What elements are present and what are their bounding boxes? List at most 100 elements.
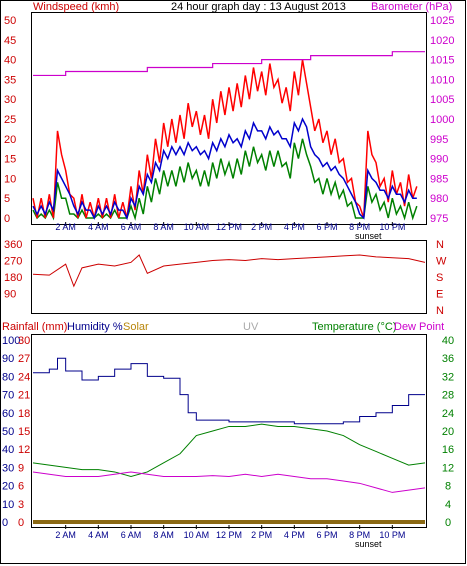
humidity-axes: 0102030405060708090100036912151821242730… [2, 335, 454, 529]
rainfall-ytick-label: 21 [18, 390, 30, 402]
x-tick-label: 6 PM [316, 530, 337, 540]
humidity-panel-frame [31, 334, 427, 528]
dewpoint-line [32, 471, 426, 493]
barometer-ytick-label: 990 [430, 154, 448, 166]
temperature-ytick-label: 32 [442, 371, 454, 383]
temperature-ytick-label: 4 [445, 499, 451, 511]
wind-lull-line [32, 138, 418, 221]
barometer-ytick-label: 1000 [430, 114, 454, 126]
direction-series [32, 254, 426, 288]
wind-ytick-label: 45 [4, 35, 16, 47]
rainfall-ytick-label: 15 [18, 426, 30, 438]
x-ticks-bottom: 2 AM 4 AM 6 AM 8 AM 10 AM 12 PM 2 PM 4 PM 6 PM 8 … [55, 525, 405, 540]
barometer-ytick-label: 1015 [430, 55, 454, 67]
wind-ytick-label: 10 [4, 173, 16, 185]
rainfall-ytick-label: 27 [18, 353, 30, 365]
rainfall-bar [33, 520, 425, 524]
wind-ytick-label: 35 [4, 74, 16, 86]
barometer-ytick-label: 975 [430, 213, 448, 225]
compass-label: S [436, 272, 443, 284]
barometer-line [33, 51, 425, 77]
wind-ytick-label: 25 [4, 114, 16, 126]
rainfall-ytick-label: 3 [18, 499, 24, 511]
direction-panel-frame [31, 240, 427, 314]
x-tick-label: 10 AM [184, 222, 210, 232]
humidity-ytick-label: 20 [2, 481, 14, 493]
wind-ytick-label: 30 [4, 94, 16, 106]
x-tick-label: 2 AM [55, 530, 76, 540]
barometer-ytick-label: 985 [430, 173, 448, 185]
x-tick-label: 8 PM [349, 222, 370, 232]
rainfall-ytick-label: 12 [18, 444, 30, 456]
direction-ytick-label: 270 [4, 256, 22, 268]
x-tick-label: 2 PM [251, 530, 272, 540]
x-tick-label: 2 AM [55, 222, 76, 232]
solar-label: Solar [123, 321, 149, 333]
direction-ytick-label: 180 [4, 272, 22, 284]
humidity-ytick-label: 40 [2, 444, 14, 456]
temperature-ytick-label: 40 [442, 335, 454, 347]
temperature-line [32, 423, 426, 478]
wind-ytick-label: 20 [4, 134, 16, 146]
barometer-ytick-label: 1025 [430, 15, 454, 27]
wind-average-line [32, 117, 417, 221]
rainfall-ytick-label: 6 [18, 481, 24, 493]
x-tick-label: 4 AM [88, 530, 109, 540]
barometer-ytick-label: 1005 [430, 94, 454, 106]
wind-panel-frame [31, 12, 427, 225]
wind-ytick-label: 5 [4, 193, 10, 205]
x-tick-label: 6 AM [121, 222, 142, 232]
barometer-ytick-label: 995 [430, 134, 448, 146]
temperature-ytick-label: 16 [442, 444, 454, 456]
x-tick-label: 8 AM [153, 530, 174, 540]
humidity-ytick-label: 60 [2, 408, 14, 420]
wind-gust-line [32, 59, 418, 219]
humidity-ytick-label: 10 [2, 499, 14, 511]
wind-direction-line [32, 254, 426, 288]
wind-series [32, 51, 425, 221]
chart-title: 24 hour graph day : 13 August 2013 [171, 1, 346, 13]
direction-ytick-label: 360 [4, 239, 22, 251]
barometer-label: Barometer (hPa) [371, 1, 452, 13]
compass-label: N [436, 305, 444, 317]
temperature-ytick-label: 20 [442, 426, 454, 438]
temperature-ytick-label: 24 [442, 408, 454, 420]
wind-ytick-label: 40 [4, 55, 16, 67]
x-tick-label: 10 PM [379, 530, 405, 540]
temperature-ytick-label: 0 [445, 517, 451, 529]
rainfall-ytick-label: 30 [18, 335, 30, 347]
x-tick-label: 2 PM [251, 222, 272, 232]
humidity-ytick-label: 30 [2, 462, 14, 474]
rainfall-ytick-label: 0 [18, 517, 24, 529]
x-tick-label: 12 PM [216, 222, 242, 232]
humidity-ytick-label: 50 [2, 426, 14, 438]
barometer-ytick-label: 1010 [430, 74, 454, 86]
windspeed-label: Windspeed (kmh) [33, 1, 119, 13]
rainfall-ytick-label: 9 [18, 462, 24, 474]
wind-ytick-label: 50 [4, 15, 16, 27]
temperature-label: Temperature (°C) [312, 321, 396, 333]
x-tick-label: 6 AM [121, 530, 142, 540]
x-ticks-top: 2 AM 4 AM 6 AM 8 AM 10 AM 12 PM 2 PM 4 PM 6 PM 8 … [55, 222, 405, 232]
wind-axes: 0510152025303540455097598098599099510001… [4, 15, 454, 225]
wind-ytick-label: 15 [4, 154, 16, 166]
x-tick-label: 10 AM [184, 530, 210, 540]
barometer-ytick-label: 1020 [430, 35, 454, 47]
temperature-ytick-label: 28 [442, 390, 454, 402]
temperature-ytick-label: 36 [442, 353, 454, 365]
uv-label: UV [243, 321, 259, 333]
x-tick-label: 12 PM [216, 530, 242, 540]
sunset-label-bottom: sunset [355, 539, 382, 549]
humidity-line [33, 357, 425, 425]
sunset-label-top: sunset [355, 231, 382, 241]
compass-label: W [436, 256, 447, 268]
humidity-ytick-label: 70 [2, 390, 14, 402]
rainfall-ytick-label: 18 [18, 408, 30, 420]
x-tick-label: 4 AM [88, 222, 109, 232]
temperature-ytick-label: 8 [445, 481, 451, 493]
x-tick-label: 6 PM [316, 222, 337, 232]
humidity-label: Humidity % [67, 321, 123, 333]
dewpoint-label: Dew Point [394, 321, 444, 333]
